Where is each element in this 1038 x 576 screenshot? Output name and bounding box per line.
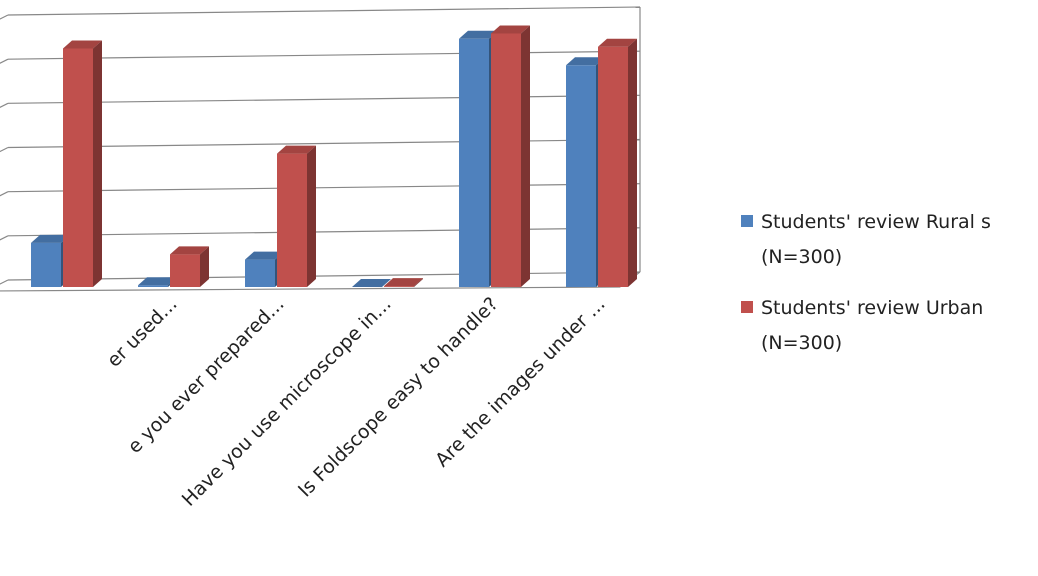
bar-top [566, 57, 605, 66]
bar [138, 285, 168, 287]
grid-line-side [0, 191, 9, 197]
grid-line [7, 227, 641, 237]
grid-line-side [0, 58, 9, 64]
bar [63, 48, 93, 287]
bar-side [93, 40, 102, 287]
bar-top [63, 40, 102, 49]
grid-line [7, 183, 641, 193]
x-tick-label: Is Foldscope easy to handle? [294, 293, 503, 502]
legend-swatch [741, 215, 753, 227]
x-tick-label: Have you use microscope in... [178, 293, 396, 511]
bar-top [170, 246, 209, 255]
bar-side [521, 25, 530, 287]
bar-side [414, 278, 423, 287]
bar [459, 38, 489, 288]
grid-line-side [0, 102, 9, 109]
bar-top [491, 25, 530, 34]
grid-line [7, 94, 641, 104]
grid-line [7, 6, 641, 16]
bar [598, 46, 628, 287]
grid-line [7, 138, 641, 149]
bar-top [384, 278, 423, 287]
bar-top [245, 251, 284, 260]
x-tick-label: Are the images under ... [431, 293, 609, 471]
bar [245, 259, 275, 287]
grid-line-side [0, 279, 9, 285]
floor-edge [0, 286, 621, 292]
bar [491, 33, 521, 287]
grid-line [7, 50, 641, 60]
bar [566, 65, 596, 288]
bar-top [459, 30, 498, 39]
x-tick-label: er used... [103, 293, 182, 372]
bar [384, 286, 414, 287]
grid-line-side [0, 235, 9, 241]
bar-top [352, 279, 391, 287]
bar-side [307, 145, 316, 287]
legend-label: Students' review Rural s (N=300) [761, 211, 991, 268]
grid-line-side [0, 14, 9, 20]
bar-side [628, 38, 637, 287]
bar [170, 254, 200, 287]
legend-swatch [741, 301, 753, 313]
bar-top [138, 277, 177, 286]
bar-side [200, 246, 209, 287]
grid-line [7, 271, 641, 281]
bar-top [598, 38, 637, 47]
grid-line-side [0, 146, 9, 153]
bar [277, 153, 307, 287]
bar-top [31, 234, 70, 243]
legend-label: Students' review Urban (N=300) [761, 297, 983, 354]
bar-top [277, 145, 316, 154]
bar [31, 242, 61, 287]
